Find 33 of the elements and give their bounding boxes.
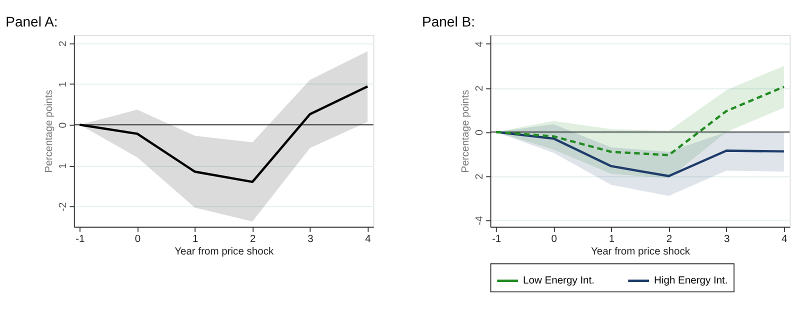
x-tick-label: -1 <box>76 234 85 246</box>
y-tick-label: 2 <box>474 173 486 180</box>
y-tick-label: -2 <box>58 202 69 212</box>
line-series <box>494 86 786 156</box>
x-tick-label: 3 <box>308 234 314 246</box>
y-tick-label: 1 <box>58 81 69 88</box>
x-tick-label: 2 <box>250 234 256 246</box>
y-tick-label: -4 <box>474 216 486 226</box>
x-tick-label: 1 <box>608 234 615 246</box>
x-tick-label: 4 <box>365 234 372 246</box>
x-tick-label: -1 <box>492 234 502 246</box>
chart-title: Panel B: <box>422 14 475 30</box>
x-tick-label: 0 <box>551 234 558 246</box>
y-tick-label: 2 <box>58 40 69 46</box>
y-tick-label: 2 <box>474 85 486 92</box>
line-series <box>78 85 369 184</box>
y-axis-title: Percentage points <box>460 90 472 173</box>
y-tick-label: 0 <box>58 122 69 128</box>
x-axis-title: Year from price shock <box>590 246 691 258</box>
x-tick-label: 4 <box>782 234 788 246</box>
y-tick-label: 0 <box>474 129 486 136</box>
x-tick-label: 1 <box>192 234 198 246</box>
legend-label: High Energy Int. <box>654 276 728 287</box>
line-series <box>494 130 786 178</box>
x-tick-label: 2 <box>666 234 672 246</box>
legend-label: Low Energy Int. <box>523 276 594 287</box>
y-axis-title: Percentage points <box>44 90 55 173</box>
y-tick-label: 4 <box>474 41 486 48</box>
chart-title: Panel A: <box>6 14 58 30</box>
y-tick-label: 1 <box>58 162 69 169</box>
x-axis-title: Year from price shock <box>174 246 274 258</box>
x-tick-label: 0 <box>134 234 141 246</box>
x-tick-label: 3 <box>724 234 730 246</box>
